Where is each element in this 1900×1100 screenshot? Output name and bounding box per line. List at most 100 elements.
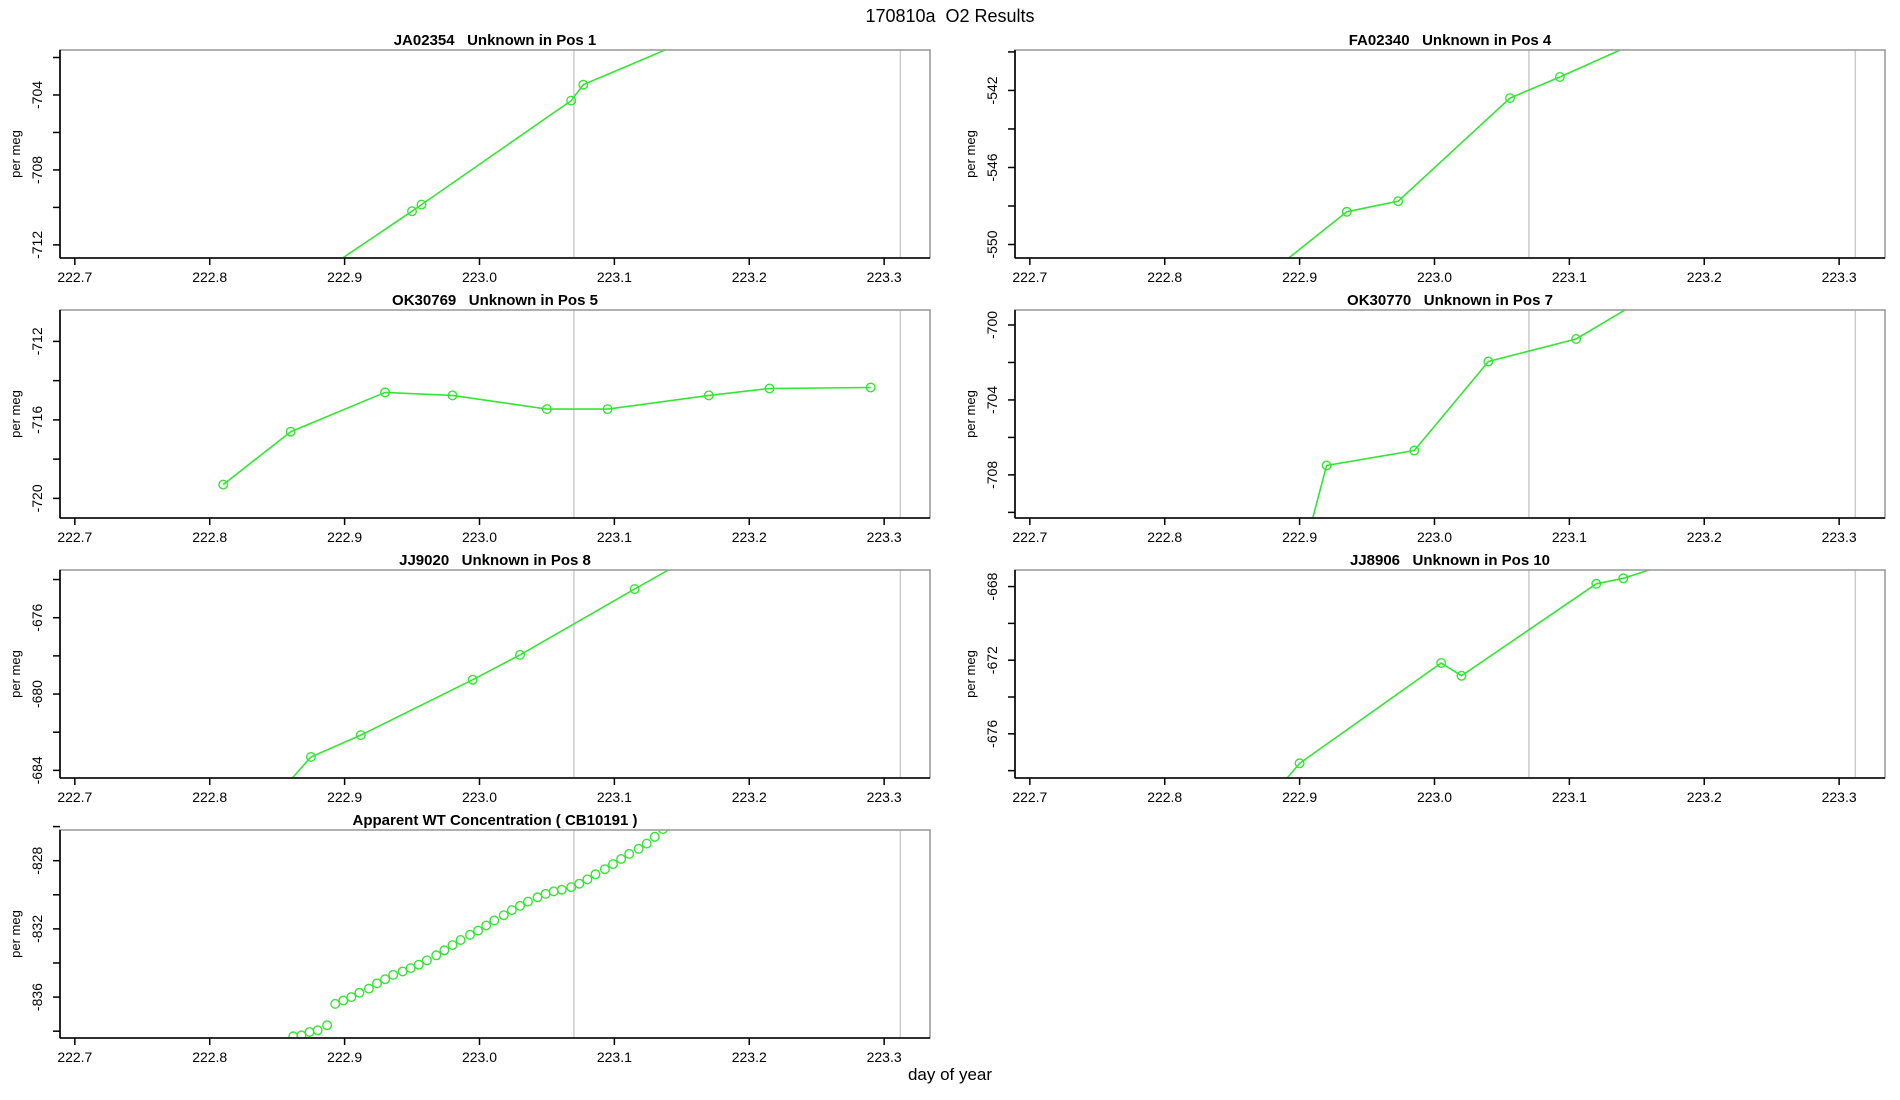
data-point: [439, 945, 450, 956]
axes: [1014, 310, 1885, 519]
x-tick-label: 222.7: [1012, 269, 1047, 285]
data-point: [578, 79, 589, 90]
y-tick-label: -828: [29, 846, 45, 874]
data-point: [338, 995, 349, 1006]
data-point: [363, 983, 374, 994]
x-tick-label: 223.2: [732, 1049, 767, 1065]
x-tick-label: 223.2: [1687, 529, 1722, 545]
data-point: [865, 382, 876, 393]
y-tick-label: -684: [29, 756, 45, 784]
plot-JA02354: 222.7 222.8 222.9 223.0 223.1 223.2 223.3 -704 -…: [8, 32, 931, 285]
reference-lines: [1528, 310, 1857, 518]
x-tick-label: 223.3: [867, 789, 902, 805]
x-tick-label: 222.9: [327, 529, 362, 545]
y-tick-label: -676: [984, 720, 1000, 748]
data-point: [322, 1020, 333, 1031]
x-tick-label: 223.3: [867, 529, 902, 545]
x-tick-label: 223.3: [867, 269, 902, 285]
data-point: [421, 955, 432, 966]
data-point: [296, 1030, 307, 1038]
plot-FA02340: 222.7 222.8 222.9 223.0 223.1 223.2 223.3 -542 -…: [963, 32, 1886, 285]
data-point: [1713, 550, 1722, 552]
x-tick-label: 222.9: [1282, 789, 1317, 805]
data-point: [608, 859, 619, 870]
y-tick-label: -672: [984, 646, 1000, 674]
axes: [59, 570, 930, 779]
plot-title-FA02340: FA02340 Unknown in Pos 4: [1349, 32, 1552, 49]
x-tick-label: 223.3: [1822, 529, 1857, 545]
x-tick-label: 222.8: [1147, 529, 1182, 545]
data-point: [1505, 93, 1516, 104]
plot-title-JA02354: JA02354 Unknown in Pos 1: [394, 32, 597, 49]
data-point: [481, 920, 492, 931]
x-tick-label: 223.1: [1552, 269, 1587, 285]
data-point: [582, 874, 593, 885]
series-JJ9020: [291, 570, 670, 778]
x-tick-label: 222.8: [192, 1049, 227, 1065]
y-tick-label: -720: [29, 484, 45, 512]
data-point: [346, 992, 357, 1003]
plot-JJ8906: 222.7 222.8 222.9 223.0 223.1 223.2 223.3 -668 -…: [963, 550, 1886, 805]
x-tick-label: 222.7: [1012, 529, 1047, 545]
data-point: [633, 843, 644, 854]
x-tick-label: 222.9: [1282, 529, 1317, 545]
plot-box: [1014, 569, 1886, 779]
x-tick-label: 222.8: [1147, 269, 1182, 285]
data-point: [1646, 291, 1655, 300]
data-point: [566, 95, 577, 106]
data-point: [1456, 670, 1467, 681]
data-point: [649, 831, 660, 842]
data-point: [416, 199, 427, 210]
x-axis-label: day of year: [907, 1065, 993, 1084]
x-tick-label: 222.7: [57, 789, 92, 805]
data-point: [473, 925, 484, 936]
data-point: [703, 390, 714, 401]
data-point: [372, 978, 383, 989]
data-point: [515, 649, 526, 660]
x-tick-label: 223.0: [462, 529, 497, 545]
x-tick-label: 223.2: [1687, 789, 1722, 805]
data-point: [413, 959, 424, 970]
x-tick-label: 222.9: [327, 789, 362, 805]
x-tick-label: 222.8: [192, 789, 227, 805]
y-tick-label: -700: [984, 311, 1000, 339]
data-point: [556, 884, 567, 895]
data-point: [1409, 445, 1420, 456]
data-point: [657, 830, 668, 835]
plot-title-OK30769: OK30769 Unknown in Pos 5: [392, 292, 598, 309]
plot-title-JJ9020: JJ9020 Unknown in Pos 8: [399, 552, 591, 569]
x-tick-label: 223.1: [597, 1049, 632, 1065]
y-tick-label: -676: [29, 603, 45, 631]
plot-box: [59, 569, 931, 779]
x-tick-label: 222.7: [57, 269, 92, 285]
data-point: [574, 878, 585, 889]
reference-lines: [573, 50, 902, 258]
reference-lines: [1528, 570, 1857, 778]
x-tick-label: 223.0: [462, 789, 497, 805]
y-axis-label: per meg: [8, 130, 23, 178]
x-tick-label: 223.3: [1822, 269, 1857, 285]
plot-OK30770: 222.7 222.8 222.9 223.0 223.1 223.2 223.3 -700 -…: [963, 291, 1886, 545]
y-tick-label: -546: [984, 153, 1000, 181]
data-point: [532, 892, 543, 903]
data-point: [523, 896, 534, 907]
y-tick-label: -712: [29, 231, 45, 259]
series-JA02354: [341, 50, 668, 258]
data-point: [590, 869, 601, 880]
x-tick-label: 223.2: [732, 529, 767, 545]
x-tick-label: 223.1: [597, 789, 632, 805]
data-point: [355, 730, 366, 741]
data-point: [467, 674, 478, 685]
plot-box: [1014, 309, 1886, 519]
data-point: [566, 882, 577, 893]
data-point: [1618, 573, 1629, 584]
reference-lines: [573, 310, 902, 518]
y-tick-label: -832: [29, 915, 45, 943]
y-tick-label: -836: [29, 983, 45, 1011]
y-tick-label: -716: [29, 406, 45, 434]
data-point: [330, 998, 341, 1009]
data-point: [304, 1026, 315, 1037]
x-tick-label: 223.1: [597, 529, 632, 545]
series-CB10191: [288, 830, 668, 1038]
data-point: [380, 974, 391, 985]
